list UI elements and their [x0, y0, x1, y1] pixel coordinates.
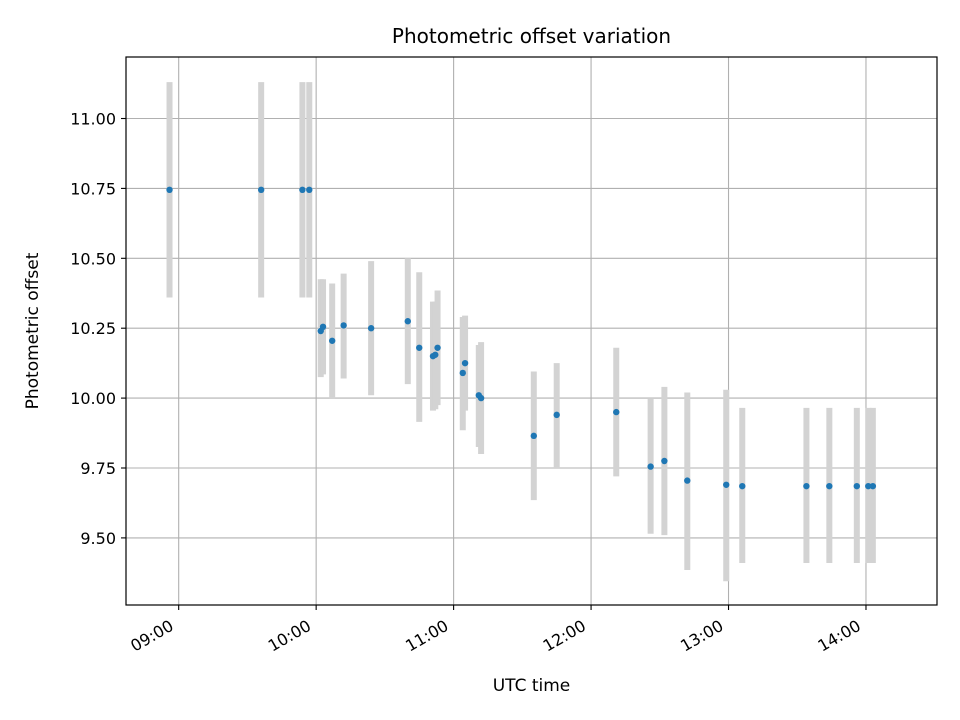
data-point [166, 186, 173, 194]
data-point [477, 394, 485, 402]
y-tick-label: 10.75 [70, 179, 116, 198]
data-point [432, 351, 439, 358]
data-point [299, 186, 306, 194]
data-point [434, 344, 441, 351]
data-point [461, 359, 469, 367]
y-tick-label: 11.00 [70, 110, 116, 129]
data-point [319, 323, 327, 331]
data-point [865, 482, 872, 490]
y-tick-label: 10.25 [70, 319, 116, 338]
data-point [416, 344, 423, 351]
y-tick-label: 9.50 [80, 529, 116, 548]
data-point [459, 369, 466, 377]
y-tick-label: 10.00 [70, 389, 116, 408]
data-point [328, 337, 336, 344]
data-point [869, 482, 877, 490]
data-point [723, 481, 730, 488]
data-point [367, 325, 375, 332]
data-point [257, 186, 265, 194]
data-point [661, 457, 668, 465]
y-tick-label: 10.50 [70, 249, 116, 268]
chart-title: Photometric offset variation [392, 24, 671, 48]
grid [126, 57, 937, 605]
y-tick-label: 9.75 [80, 459, 116, 478]
data-point [853, 482, 861, 490]
y-axis-ticks: 9.50 9.75 10.00 10.25 10.50 10.75 11.00 [70, 110, 126, 548]
data-point [826, 482, 833, 490]
data-point [803, 482, 810, 490]
data-point [404, 318, 411, 325]
x-axis-label: UTC time [493, 676, 571, 696]
plot-area-frame [125, 56, 938, 606]
data-point [647, 463, 654, 470]
data-point [613, 408, 620, 416]
data-point [340, 322, 347, 329]
data-point [684, 477, 691, 484]
data-point [553, 411, 560, 419]
data-point [739, 482, 746, 490]
data-points [166, 186, 877, 490]
y-axis-label: Photometric offset [23, 252, 43, 409]
data-point [306, 186, 313, 194]
data-point [530, 432, 537, 440]
